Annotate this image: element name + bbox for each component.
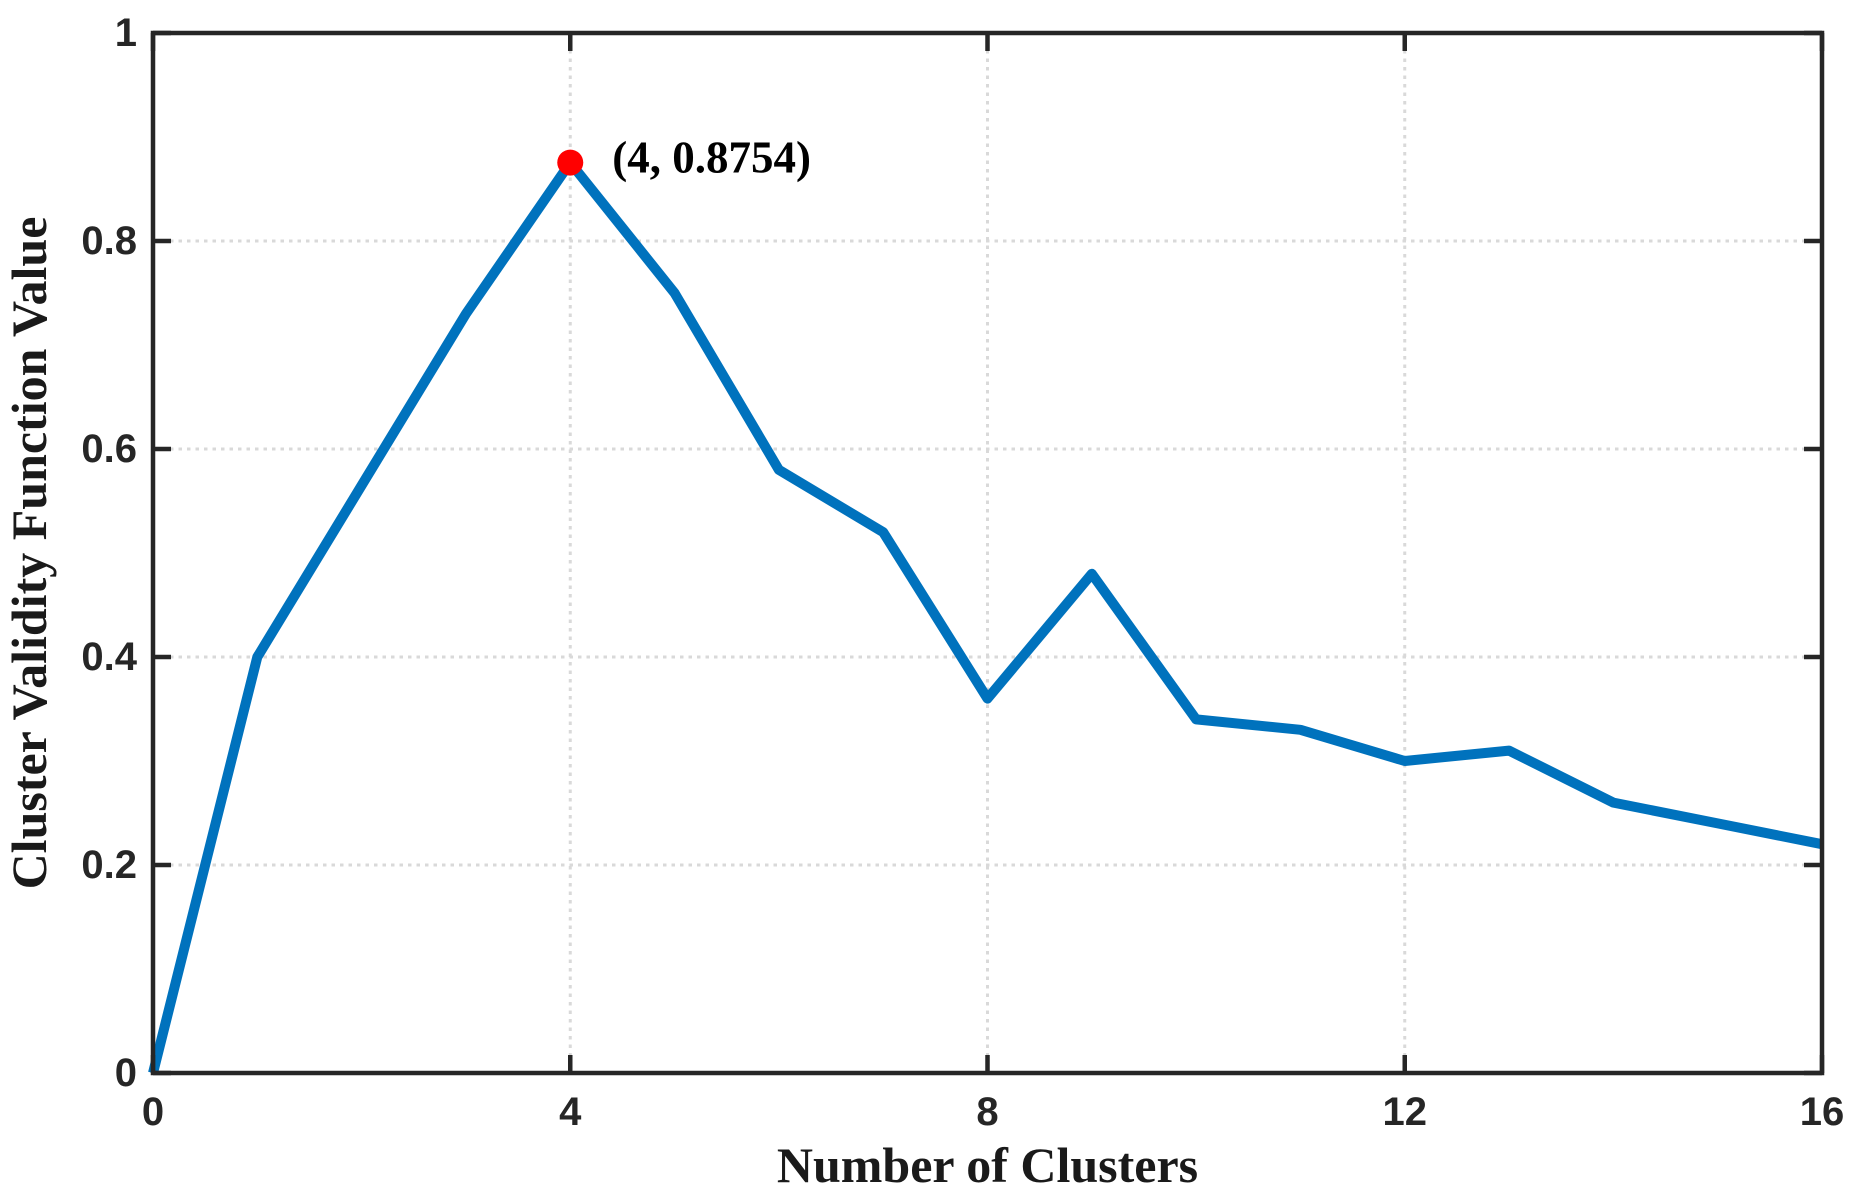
y-tick-label: 0.2	[81, 843, 137, 887]
data-line	[148, 157, 1823, 1075]
y-axis-label: Cluster Validity Function Value	[1, 217, 57, 890]
y-tick-label: 1	[115, 11, 137, 55]
gridlines	[153, 33, 1822, 1073]
y-tick-label: 0.6	[81, 427, 137, 471]
x-tick-labels: 0 4 8 12 16	[142, 1090, 1844, 1134]
y-tick-label: 0.8	[81, 219, 137, 263]
x-axis-label: Number of Clusters	[777, 1137, 1198, 1193]
x-tick-label: 8	[976, 1090, 998, 1134]
x-tick-label: 16	[1800, 1090, 1845, 1134]
y-tick-label: 0	[115, 1051, 137, 1095]
x-tick-label: 4	[559, 1090, 582, 1134]
x-tick-label: 0	[142, 1090, 164, 1134]
y-tick-label: 0.4	[81, 635, 137, 679]
peak-annotation: (4, 0.8754)	[612, 133, 811, 183]
axis-ticks	[150, 30, 1825, 1076]
peak-marker-dot	[557, 149, 584, 176]
x-tick-label: 12	[1383, 1090, 1428, 1134]
y-tick-labels: 0 0.2 0.4 0.6 0.8 1	[81, 11, 137, 1095]
